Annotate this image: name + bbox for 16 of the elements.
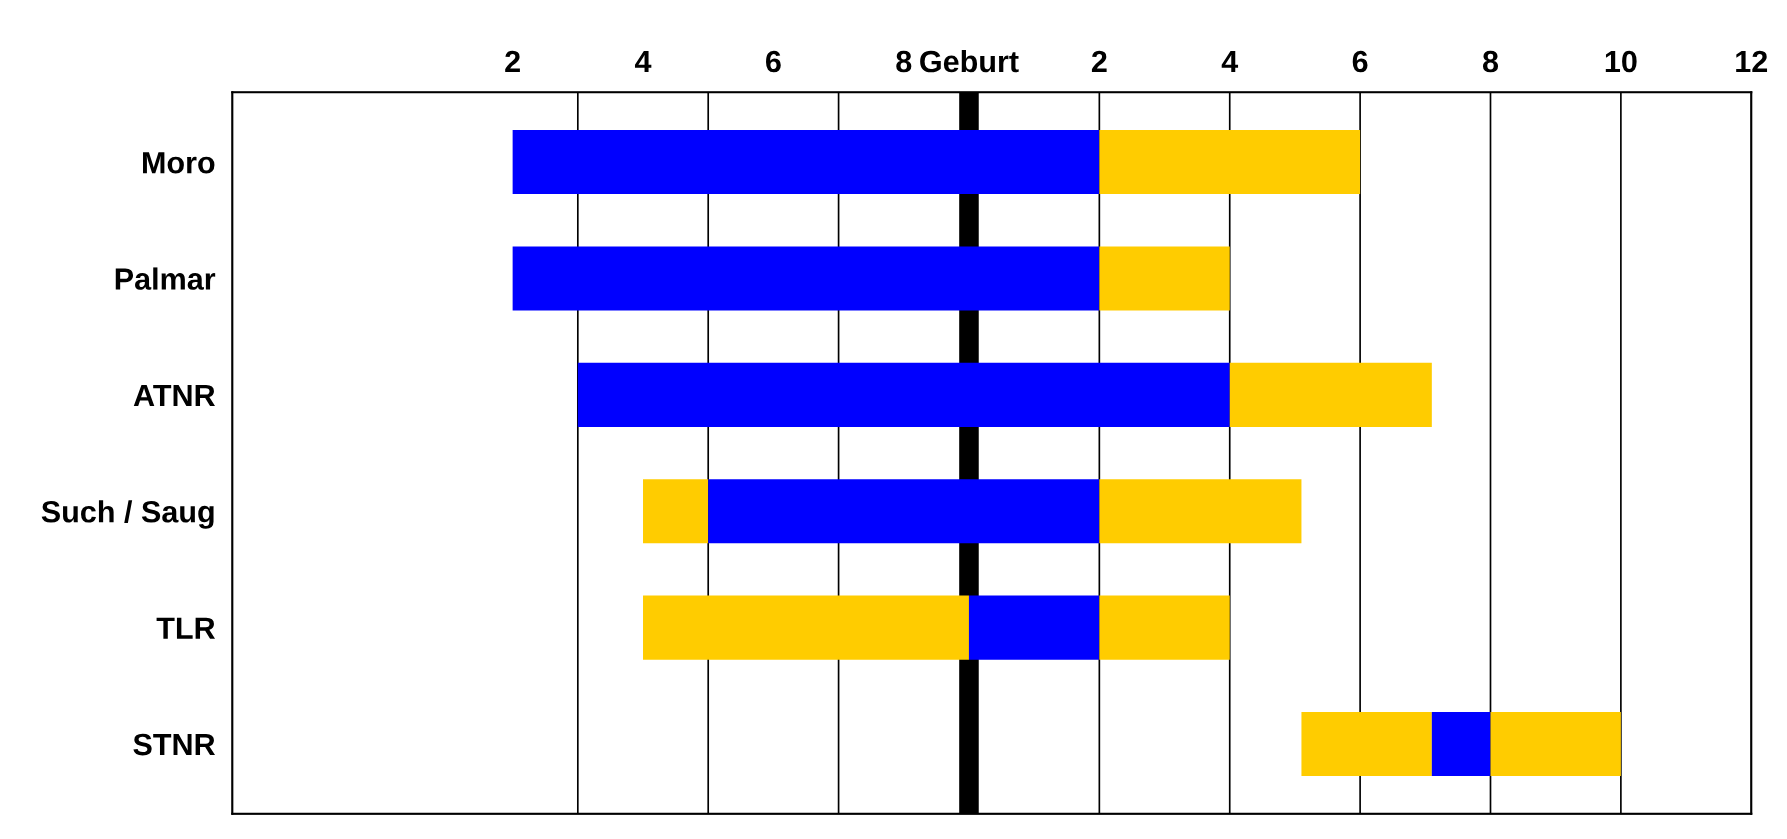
bar	[1099, 479, 1302, 544]
x-tick-label: 2	[1091, 50, 1107, 73]
bar	[1490, 712, 1621, 777]
y-tick-label: Palmar	[115, 267, 216, 290]
x-tick-label: 10	[1605, 50, 1637, 73]
x-tick-label: 4	[1221, 51, 1239, 73]
x-tick-label: 6	[1352, 50, 1368, 73]
y-tick-label: STNR	[133, 733, 216, 756]
y-tick-label: TLR	[156, 617, 216, 639]
x-tick-label: 12	[1736, 50, 1768, 73]
x-tick-label: 8	[1482, 50, 1499, 73]
bar	[1099, 595, 1230, 660]
y-tick-label: Such / Saug	[41, 500, 214, 529]
band-label: Geburt	[920, 49, 1019, 73]
y-tick-label: Moro	[143, 152, 215, 174]
y-tick-label: ATNR	[133, 384, 216, 406]
